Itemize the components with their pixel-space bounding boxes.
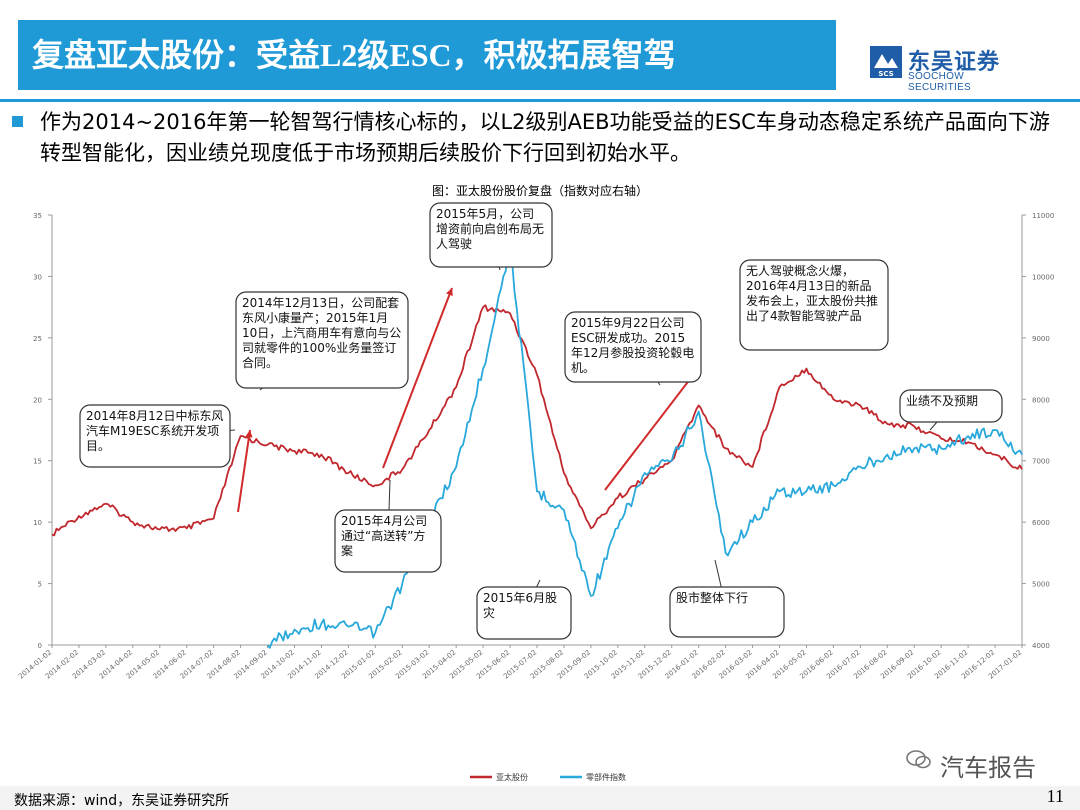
- brand-logo: SCS 东吴证券 SOOCHOW SECURITIES: [870, 44, 1030, 93]
- y-left-tick-label: 0: [38, 642, 42, 650]
- bubble-box: [334, 509, 442, 573]
- logo-name-cn: 东吴证券: [908, 49, 1001, 74]
- bubble-box: [669, 586, 785, 638]
- bubble-box: [476, 586, 572, 640]
- trend-arrow-2014: [237, 429, 251, 513]
- bubble-box: [79, 404, 231, 468]
- annotation-text: 2014年12月13日，公司配套东风小康量产；2015年1月10日，上汽商用车有…: [242, 296, 402, 370]
- bubble-box: [429, 202, 553, 268]
- bubble-box: [739, 259, 889, 351]
- logo-abbr: SCS: [878, 70, 893, 78]
- y-left-tick-label: 30: [33, 273, 42, 281]
- annotation-bubble: 股市整体下行: [669, 559, 785, 638]
- bullet-marker: [12, 116, 23, 127]
- y-right-tick-label: 7000: [1032, 458, 1050, 466]
- bubble-text-wrap: 2015年5月，公司增资前向启创布局无人驾驶: [436, 207, 545, 251]
- bubble-text-wrap: 2014年8月12日中标东风汽车M19ESC系统开发项目。: [86, 409, 224, 453]
- page-number: 11: [1046, 786, 1064, 806]
- annotation-bubble: 2014年8月12日中标东风汽车M19ESC系统开发项目。: [79, 404, 236, 468]
- data-source: 数据来源：wind，东吴证券研究所: [14, 793, 230, 809]
- chart-legend: 亚太股份 零部件指数: [470, 772, 626, 782]
- y-right-tick-label: 10000: [1032, 273, 1054, 281]
- annotation-bubble: 2015年9月22日公司ESC研发成功。2015年12月参股投资轮毂电机。: [564, 311, 702, 386]
- y-left-tick-label: 5: [38, 581, 42, 589]
- bubble-box: [235, 291, 409, 389]
- annotation-text: 2015年6月股灾: [483, 591, 558, 620]
- bubble-text-wrap: 2015年4月公司通过“高送转”方案: [341, 514, 428, 558]
- y-right-tick-label: 9000: [1032, 335, 1050, 343]
- y-right-tick-label: 11000: [1032, 212, 1054, 220]
- bubble-text-wrap: 2015年9月22日公司ESC研发成功。2015年12月参股投资轮毂电机。: [571, 316, 695, 375]
- header-divider: [0, 99, 1080, 102]
- annotation-bubble: 2015年5月，公司增资前向启创布局无人驾驶: [429, 202, 553, 271]
- y-left-tick-label: 10: [33, 519, 42, 527]
- annotation-bubble: 2015年6月股灾: [476, 579, 572, 640]
- trend-arrow-2015-head: [446, 288, 453, 296]
- wechat-icon: [906, 750, 931, 769]
- annotation-text: 2015年4月公司通过“高送转”方案: [341, 514, 428, 558]
- y-right-tick-label: 4000: [1032, 642, 1050, 650]
- series-line-1: [266, 244, 1023, 649]
- annotation-text: 无人驾驶概念火爆，2016年4月13日的新品发布会上，亚太股份共推出了4款智能驾…: [746, 264, 879, 323]
- slide-title: 复盘亚太股份：受益L2级ESC，积极拓展智驾: [18, 20, 836, 90]
- y-left-tick-label: 15: [33, 458, 42, 466]
- annotation-text: 股市整体下行: [676, 591, 749, 605]
- legend-label: 亚太股份: [496, 772, 528, 782]
- y-left-tick-label: 20: [33, 396, 42, 404]
- trend-arrow-2015: [382, 287, 453, 469]
- chart-annotations: 2014年8月12日中标东风汽车M19ESC系统开发项目。 2014年12月13日…: [79, 202, 1003, 640]
- y-right-tick-label: 6000: [1032, 519, 1050, 527]
- trend-arrow-2016: [604, 369, 698, 491]
- bubble-text-wrap: 无人驾驶概念火爆，2016年4月13日的新品发布会上，亚太股份共推出了4款智能驾…: [746, 264, 879, 323]
- price-chart: 0 5 10 15 20 25 30 35 4000 5000 6000 7000 8000 9000 10…: [17, 202, 1054, 782]
- bubble-box: [564, 311, 702, 383]
- series-line-0: [51, 304, 1023, 537]
- summary-paragraph: 作为2014~2016年第一轮智驾行情核心标的，以L2级别AEB功能受益的ESC…: [40, 110, 1050, 165]
- bubble-text-wrap: 2015年6月股灾: [483, 591, 558, 620]
- y-right-tick-label: 5000: [1032, 581, 1050, 589]
- y-left-tick-label: 35: [33, 212, 42, 220]
- bubble-text-wrap: 股市整体下行: [676, 591, 749, 605]
- brand-logo-icon: SCS: [870, 46, 902, 78]
- legend-label: 零部件指数: [586, 772, 626, 782]
- logo-name-en: SOOCHOW SECURITIES: [908, 71, 972, 93]
- annotation-bubble: 无人驾驶概念火爆，2016年4月13日的新品发布会上，亚太股份共推出了4款智能驾…: [739, 259, 889, 351]
- annotation-bubble: 2015年4月公司通过“高送转”方案: [334, 479, 442, 573]
- annotation-text: 2015年9月22日公司ESC研发成功。2015年12月参股投资轮毂电机。: [571, 316, 695, 375]
- annotation-text: 2015年5月，公司增资前向启创布局无人驾驶: [436, 207, 545, 251]
- bubble-box: [899, 389, 1003, 423]
- annotation-bubble: 业绩不及预期: [899, 389, 1003, 431]
- trend-arrow-2014-head: [245, 430, 253, 438]
- y-right-tick-label: 8000: [1032, 396, 1050, 404]
- y-left-tick-label: 25: [33, 335, 42, 343]
- bubble-text-wrap: 业绩不及预期: [906, 394, 979, 408]
- annotation-text: 2014年8月12日中标东风汽车M19ESC系统开发项目。: [86, 409, 224, 453]
- watermark-text: 汽车报告: [940, 754, 1036, 782]
- bubble-text-wrap: 2014年12月13日，公司配套东风小康量产；2015年1月10日，上汽商用车有…: [242, 296, 402, 370]
- chart-title: 图：亚太股份股价复盘（指数对应右轴）: [431, 184, 648, 198]
- annotation-text: 业绩不及预期: [906, 394, 979, 408]
- annotation-bubble: 2014年12月13日，公司配套东风小康量产；2015年1月10日，上汽商用车有…: [235, 291, 409, 391]
